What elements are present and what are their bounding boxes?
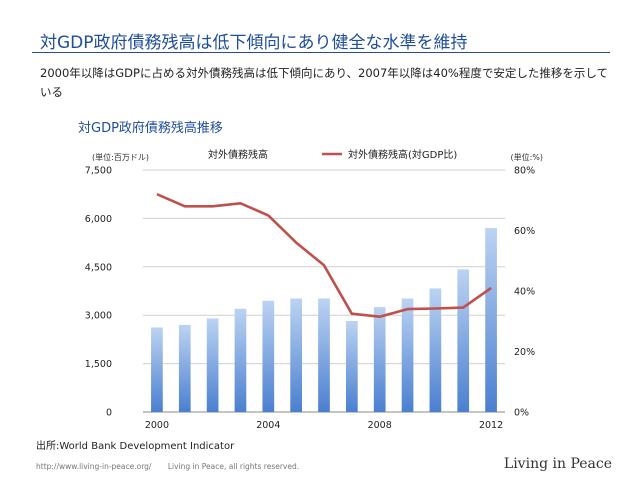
x-tick-label: 2008 [368, 420, 392, 431]
source-note: 出所:World Bank Development Indicator [36, 441, 235, 452]
summary-text: 2000年以降はGDPに占める対外債務残高は低下傾向にあり、2007年以降は40… [40, 66, 608, 99]
bar [401, 298, 414, 412]
x-tick-label: 2004 [256, 420, 280, 431]
title-divider [32, 52, 610, 53]
chart-title: 対GDP政府債務残高推移 [78, 121, 223, 136]
bar [457, 269, 470, 412]
bar [262, 300, 275, 412]
bar [429, 288, 442, 412]
right-axis-ticks: 0% 20% 40% 60% 80% [514, 166, 535, 419]
bar [151, 327, 163, 412]
bar [290, 298, 303, 412]
right-tick-label: 40% [514, 287, 535, 298]
bar [206, 318, 219, 412]
footer: http://www.living-in-peace.org/ Living i… [36, 462, 313, 471]
right-tick-label: 60% [514, 226, 535, 237]
left-tick-label: 4,500 [85, 262, 112, 273]
left-tick-label: 6,000 [85, 214, 112, 225]
right-tick-label: 80% [514, 166, 535, 177]
left-tick-label: 3,000 [85, 311, 112, 322]
bar [345, 321, 358, 412]
footer-rights: Living in Peace, all rights reserved. [167, 462, 300, 471]
x-tick-label: 2000 [145, 420, 169, 431]
x-tick-label: 2012 [479, 420, 503, 431]
ratio-line [156, 193, 492, 318]
bar [234, 308, 247, 412]
brand-logo: Living in Peace [503, 456, 612, 472]
left-tick-label: 7,500 [85, 166, 112, 177]
legend: 対外債務残高 対外債務残高(対GDP比) [208, 148, 457, 161]
bar-series [151, 228, 497, 412]
left-axis-unit: (単位:百万ドル) [92, 152, 149, 162]
footer-url[interactable]: http://www.living-in-peace.org/ [36, 462, 152, 471]
bar [318, 298, 330, 412]
right-tick-label: 20% [514, 347, 535, 358]
left-tick-label: 1,500 [85, 359, 112, 370]
left-axis-ticks: 0 1,500 3,000 4,500 6,000 7,500 [85, 166, 112, 419]
legend-bar-label: 対外債務残高 [208, 148, 268, 161]
right-axis-unit: (単位:%) [510, 152, 543, 162]
legend-line-label: 対外債務残高(対GDP比) [348, 148, 457, 161]
bar [373, 307, 386, 412]
left-tick-label: 0 [106, 408, 112, 419]
x-axis-ticks: 2000 2004 2008 2012 [145, 420, 503, 431]
right-tick-label: 0% [514, 408, 529, 419]
bar [178, 324, 191, 412]
bar [485, 228, 497, 412]
slide-title: 対GDP政府債務残高は低下傾向にあり健全な水準を維持 [40, 33, 468, 53]
